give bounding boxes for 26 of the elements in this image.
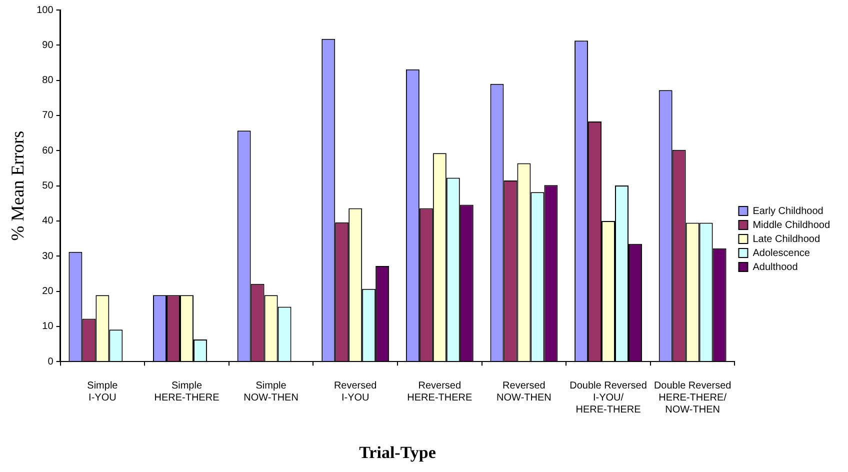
y-tick-label: 10	[42, 321, 54, 332]
y-tick-label: 60	[42, 145, 54, 156]
legend-label: Middle Childhood	[752, 220, 830, 231]
y-tick-label: 80	[42, 75, 54, 86]
x-tick-label: Reversed NOW-THEN	[496, 380, 552, 404]
y-tick-label: 100	[36, 4, 54, 16]
legend-label: Adulthood	[752, 262, 798, 273]
x-tick-label: Double Reversed HERE-THERE/ NOW-THEN	[654, 380, 732, 416]
legend-label: Late Childhood	[752, 234, 820, 245]
legend-label: Early Childhood	[752, 206, 824, 217]
y-tick-label: 50	[42, 180, 54, 192]
x-tick-label: Reversed HERE-THERE	[407, 380, 472, 404]
x-tick-label: Double Reversed I-YOU/ HERE-THERE	[570, 380, 647, 416]
y-tick-label: 90	[42, 40, 54, 51]
x-tick-label: Simple NOW-THEN	[244, 380, 298, 404]
y-axis-title: % Mean Errors	[8, 130, 28, 241]
x-tick-label: Simple I-YOU	[87, 380, 118, 404]
x-tick-label: Reversed I-YOU	[334, 380, 377, 404]
y-tick-label: 20	[42, 286, 54, 298]
y-tick-label: 40	[42, 216, 54, 227]
legend-label: Adolescence	[752, 248, 810, 259]
y-tick-label: 0	[48, 356, 54, 368]
x-tick-label: Simple HERE-THERE	[154, 380, 220, 404]
x-axis-title: Trial-Type	[359, 443, 436, 462]
y-tick-label: 70	[42, 110, 54, 122]
y-tick-label: 30	[42, 250, 54, 262]
